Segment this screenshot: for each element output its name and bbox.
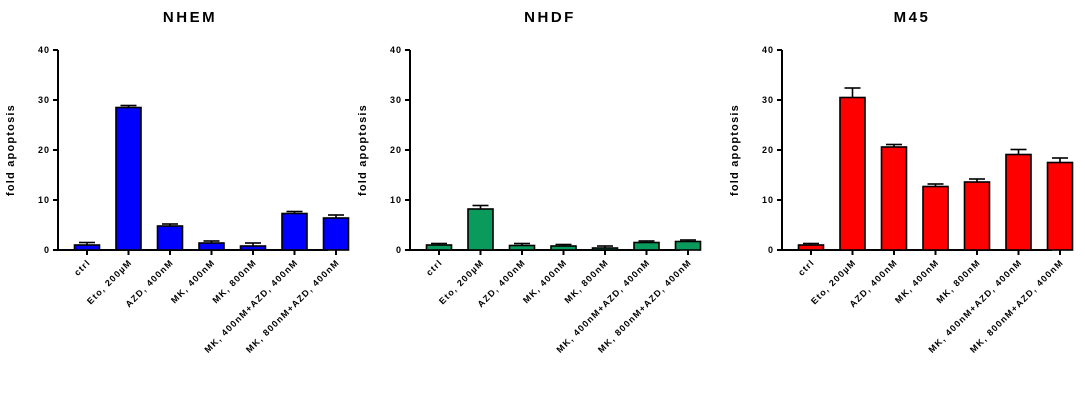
y-tick-label: 20 <box>390 145 402 155</box>
y-tick-label: 30 <box>38 95 50 105</box>
y-tick-label: 40 <box>762 45 774 55</box>
x-tick-label: ctrl <box>796 257 816 277</box>
bar <box>73 244 101 251</box>
bar <box>963 181 991 251</box>
bar <box>156 225 184 251</box>
bar <box>674 240 702 251</box>
y-axis-label: fold apoptosis <box>729 104 741 196</box>
y-tick-label: 10 <box>762 195 774 205</box>
chart-title: M45 <box>894 9 931 26</box>
bar <box>239 245 267 251</box>
bar <box>839 96 866 251</box>
y-axis-label: fold apoptosis <box>5 104 17 196</box>
x-tick-label: ctrl <box>72 257 92 277</box>
y-tick-label: 30 <box>762 95 774 105</box>
bar <box>633 241 660 251</box>
bar <box>922 185 949 251</box>
y-tick-label: 10 <box>390 195 402 205</box>
bar <box>115 106 142 251</box>
bar <box>281 212 308 251</box>
bar <box>880 146 908 251</box>
bar <box>591 247 619 251</box>
y-tick-label: 0 <box>396 245 402 255</box>
bar <box>467 208 494 251</box>
bar <box>1005 153 1032 251</box>
y-tick-label: 40 <box>38 45 50 55</box>
y-tick-label: 20 <box>38 145 50 155</box>
bar <box>550 245 577 251</box>
y-tick-label: 10 <box>38 195 50 205</box>
bar <box>198 242 225 251</box>
x-tick-label: MK, 800nM+AZD, 400nM <box>244 257 341 354</box>
bar <box>425 244 453 251</box>
x-tick-label: MK, 800nM+AZD, 400nM <box>596 257 693 354</box>
bar <box>508 244 536 251</box>
bar <box>322 217 350 251</box>
y-tick-label: 40 <box>390 45 402 55</box>
chart-title: NHEM <box>163 9 217 26</box>
y-tick-label: 0 <box>768 245 774 255</box>
bar <box>797 244 825 251</box>
y-axis-label: fold apoptosis <box>357 104 369 196</box>
x-tick-label: ctrl <box>424 257 444 277</box>
y-tick-label: 20 <box>762 145 774 155</box>
y-tick-label: 0 <box>44 245 50 255</box>
bar <box>1046 161 1074 251</box>
x-tick-label: MK, 800nM+AZD, 400nM <box>968 257 1065 354</box>
y-tick-label: 30 <box>390 95 402 105</box>
chart-title: NHDF <box>524 9 576 26</box>
